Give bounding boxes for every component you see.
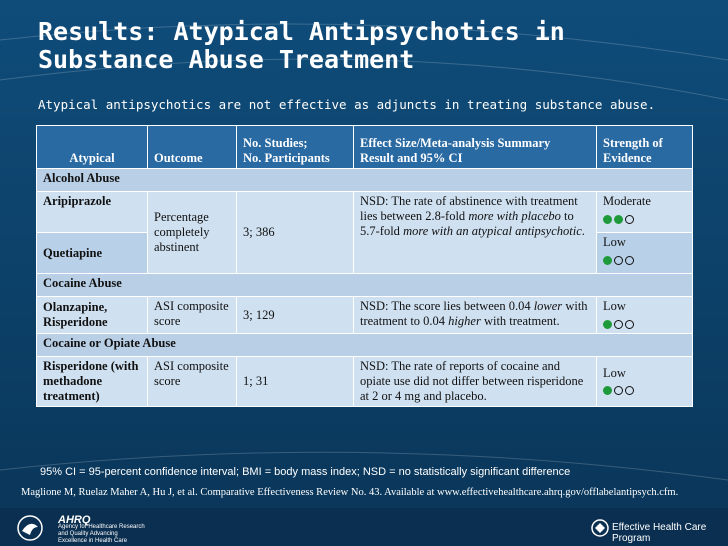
footnote: 95% CI = 95-percent confidence interval;… <box>40 466 571 478</box>
empty-circle-icon <box>625 214 634 224</box>
header-studies: No. Studies; No. Participants <box>236 125 354 169</box>
drug-risperidone-methadone: Risperidone (with methadone treatment) <box>36 356 148 407</box>
effect-cell: NSD: The rate of abstinence with treatme… <box>353 191 597 274</box>
empty-circle-icon <box>614 319 623 329</box>
header-effect: Effect Size/Meta-analysis Summary Result … <box>353 125 597 169</box>
header-outcome: Outcome <box>147 125 237 169</box>
empty-circle-icon <box>614 386 623 396</box>
filled-circle-icon <box>603 319 612 329</box>
slide-title: Results: Atypical Antipsychotics in Subs… <box>38 17 565 74</box>
strength-rating <box>603 211 636 226</box>
drug-olanzapine-risperidone: Olanzapine, Risperidone <box>36 296 148 334</box>
filled-circle-icon <box>603 214 612 224</box>
strength-cell: Low <box>596 296 693 334</box>
footer-bar <box>0 508 728 546</box>
studies-cell: 3; 386 <box>236 191 354 274</box>
filled-circle-icon <box>614 214 623 224</box>
studies-cell: 1; 31 <box>236 356 354 407</box>
ahrq-tagline: Agency for Healthcare Research and Quali… <box>58 524 145 544</box>
strength-rating <box>603 383 636 398</box>
results-table: Atypical Outcome No. Studies; No. Partici… <box>36 125 693 407</box>
outcome-cell: Percentage completely abstinent <box>147 191 237 274</box>
ehc-logo-text: Effective Health Care Program <box>612 522 707 544</box>
filled-circle-icon <box>603 255 612 265</box>
table-row: Risperidone (with methadone treatment) A… <box>36 356 693 407</box>
table-row: Aripiprazole Percentage completely absti… <box>36 191 693 274</box>
strength-cell: Low <box>596 232 693 274</box>
outcome-cell: ASI composite score <box>147 296 237 334</box>
header-atypical: Atypical <box>36 125 148 169</box>
section-cocaine-opiate: Cocaine or Opiate Abuse <box>36 333 693 357</box>
drug-aripiprazole: Aripiprazole <box>36 191 148 233</box>
header-strength: Strength of Evidence <box>596 125 693 169</box>
empty-circle-icon <box>625 319 634 329</box>
section-alcohol: Alcohol Abuse <box>36 168 693 192</box>
effect-cell: NSD: The rate of reports of cocaine and … <box>353 356 597 407</box>
hhs-eagle-icon <box>17 515 43 541</box>
outcome-cell: ASI composite score <box>147 356 237 407</box>
slide-subtitle: Atypical antipsychotics are not effectiv… <box>38 97 656 112</box>
ahrq-logo: AHRQ <box>58 514 91 526</box>
table-row: Olanzapine, Risperidone ASI composite sc… <box>36 296 693 334</box>
strength-cell: Moderate <box>596 191 693 233</box>
citation: Maglione M, Ruelaz Maher A, Hu J, et al.… <box>21 487 679 498</box>
effect-cell: NSD: The score lies between 0.04 lower w… <box>353 296 597 334</box>
table-header-row: Atypical Outcome No. Studies; No. Partici… <box>36 125 693 169</box>
ehc-logo-icon <box>591 519 609 537</box>
strength-cell: Low <box>596 356 693 407</box>
empty-circle-icon <box>625 386 634 396</box>
table-row: Quetiapine Low <box>36 232 693 274</box>
studies-cell: 3; 129 <box>236 296 354 334</box>
strength-rating <box>603 252 636 267</box>
empty-circle-icon <box>614 255 623 265</box>
drug-quetiapine: Quetiapine <box>36 232 148 274</box>
section-cocaine: Cocaine Abuse <box>36 273 693 297</box>
filled-circle-icon <box>603 386 612 396</box>
empty-circle-icon <box>625 255 634 265</box>
strength-rating <box>603 316 636 331</box>
